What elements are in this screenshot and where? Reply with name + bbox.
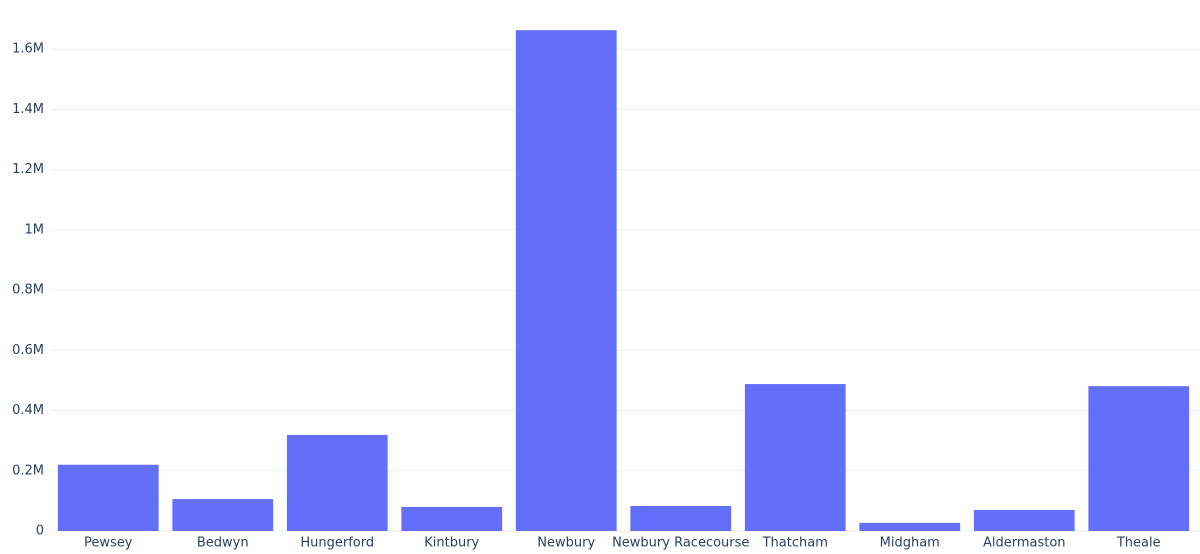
x-tick-label: Bedwyn [197,536,249,551]
y-tick-label: 1.2M [12,162,44,177]
bar [1088,386,1190,531]
x-tick-label: Newbury [537,536,595,551]
y-tick-label: 0.6M [12,343,44,358]
bar [973,509,1075,531]
x-tick-label: Kintbury [424,536,479,551]
x-tick-label: Aldermaston [983,536,1066,551]
bar [401,506,503,531]
y-tick-label: 0.4M [12,403,44,418]
bar [744,384,846,531]
y-tick-label: 0 [36,524,44,539]
x-tick-label: Pewsey [84,536,133,551]
y-tick-label: 1M [25,222,45,237]
x-tick-label: Midgham [880,536,940,551]
bar [630,506,732,531]
x-tick-label: Hungerford [300,536,374,551]
bar [859,522,961,531]
bar [515,30,617,531]
y-tick-label: 1.6M [12,42,44,57]
x-tick-label: Theale [1116,536,1161,551]
y-tick-label: 0.8M [12,283,44,298]
bar [172,499,274,531]
bar [286,434,388,531]
x-tick-label: Newbury Racecourse [612,536,749,551]
y-tick-label: 1.4M [12,102,44,117]
x-tick-label: Thatcham [762,536,828,551]
bar [57,464,159,531]
y-tick-label: 0.2M [12,463,44,478]
